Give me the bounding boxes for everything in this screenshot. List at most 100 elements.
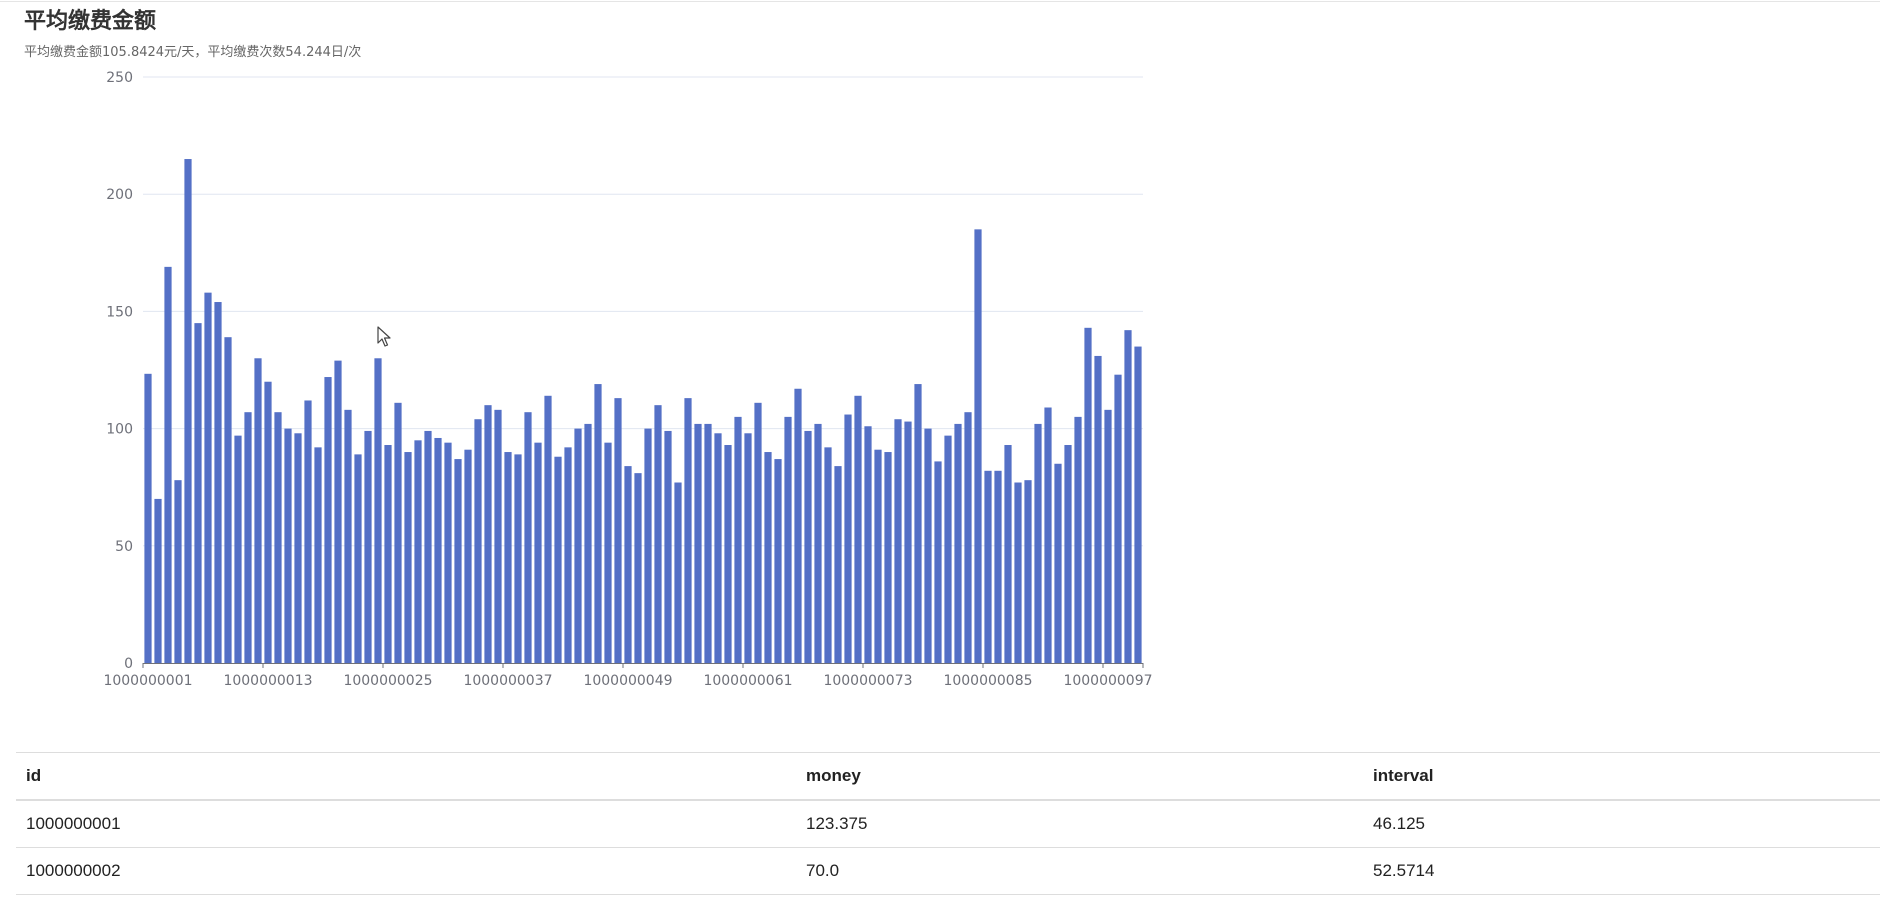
bar <box>1114 374 1122 663</box>
bar <box>1094 355 1102 663</box>
bar <box>984 470 992 663</box>
bar <box>224 337 232 663</box>
bar <box>694 423 702 663</box>
bar <box>704 423 712 663</box>
bar <box>674 482 682 663</box>
bar <box>264 381 272 663</box>
bar <box>574 428 582 663</box>
bar <box>234 435 242 663</box>
x-tick-label: 1000000013 <box>223 673 312 689</box>
cell-interval: 46.125 <box>1363 800 1880 848</box>
bar <box>154 498 162 663</box>
y-tick-label: 250 <box>106 70 133 86</box>
data-table: id money interval 1000000001 123.375 46.… <box>16 752 1880 895</box>
x-tick-label: 1000000097 <box>1063 673 1152 689</box>
bar <box>774 459 782 663</box>
mouse-cursor-icon <box>377 326 391 352</box>
x-tick-label: 1000000025 <box>343 673 432 689</box>
column-header-money[interactable]: money <box>796 752 1363 801</box>
cell-interval: 52.5714 <box>1363 847 1880 895</box>
bar <box>274 412 282 663</box>
bar <box>244 412 252 663</box>
bar <box>884 452 892 663</box>
bar <box>564 447 572 663</box>
bar <box>1044 407 1052 663</box>
bar <box>1084 327 1092 663</box>
bar <box>214 302 222 663</box>
bar <box>554 456 562 663</box>
table-row[interactable]: 1000000002 70.0 52.5714 <box>16 847 1880 895</box>
cell-id: 1000000001 <box>16 800 796 848</box>
bar <box>324 377 332 663</box>
bar <box>334 360 342 663</box>
bar <box>724 445 732 663</box>
bar <box>1124 330 1132 663</box>
bar <box>1024 480 1032 663</box>
bar <box>894 419 902 663</box>
bar <box>964 412 972 663</box>
bar <box>434 437 442 663</box>
bar <box>714 433 722 663</box>
x-tick-label: 1000000049 <box>583 673 672 689</box>
bar <box>804 430 812 663</box>
x-tick-label: 1000000001 <box>103 673 192 689</box>
cell-money: 70.0 <box>796 847 1363 895</box>
bar <box>1064 445 1072 663</box>
bar <box>954 423 962 663</box>
bar-chart: 0 50 100 150 200 250 1000000001 1000000013 10000… <box>103 70 1152 689</box>
bar <box>184 159 192 663</box>
x-tick-label: 1000000085 <box>943 673 1032 689</box>
bar <box>784 416 792 663</box>
y-tick-label: 100 <box>106 422 133 438</box>
bar <box>204 292 212 663</box>
bar <box>994 470 1002 663</box>
bar <box>444 442 452 663</box>
bar <box>604 442 612 663</box>
bar <box>144 373 152 663</box>
bar <box>174 480 182 663</box>
bar <box>734 416 742 663</box>
chart-subtitle: 平均缴费金额105.8424元/天，平均缴费次数54.244日/次 <box>24 45 362 60</box>
bar <box>644 428 652 663</box>
bar <box>394 402 402 663</box>
bar <box>404 452 412 663</box>
y-tick-label: 50 <box>115 539 133 555</box>
bar <box>1074 416 1082 663</box>
bar <box>924 428 932 663</box>
bar <box>814 423 822 663</box>
bar <box>354 454 362 663</box>
bar <box>854 395 862 663</box>
x-tick-label: 1000000061 <box>703 673 792 689</box>
bar <box>684 398 692 663</box>
column-header-id[interactable]: id <box>16 752 796 801</box>
bar <box>624 466 632 663</box>
bar <box>514 454 522 663</box>
bar <box>834 466 842 663</box>
bar <box>904 421 912 663</box>
bar <box>534 442 542 663</box>
bar <box>314 447 322 663</box>
column-header-interval[interactable]: interval <box>1363 752 1880 801</box>
x-tick-label: 1000000037 <box>463 673 552 689</box>
bar <box>764 452 772 663</box>
bar <box>494 409 502 663</box>
bar <box>974 229 982 664</box>
bar <box>934 461 942 663</box>
bar <box>504 452 512 663</box>
table-row[interactable]: 1000000001 123.375 46.125 <box>16 800 1880 848</box>
bar <box>844 414 852 663</box>
bar <box>824 447 832 663</box>
bar <box>454 459 462 663</box>
y-tick-label: 200 <box>106 187 133 203</box>
bar <box>864 426 872 663</box>
cell-money: 123.375 <box>796 800 1363 848</box>
bar <box>484 405 492 663</box>
x-tick-label: 1000000073 <box>823 673 912 689</box>
bar <box>294 433 302 663</box>
bar <box>1034 423 1042 663</box>
table-header-row: id money interval <box>16 752 1880 801</box>
bar <box>614 398 622 663</box>
bar <box>424 430 432 663</box>
bar <box>164 266 172 663</box>
bar <box>414 440 422 663</box>
